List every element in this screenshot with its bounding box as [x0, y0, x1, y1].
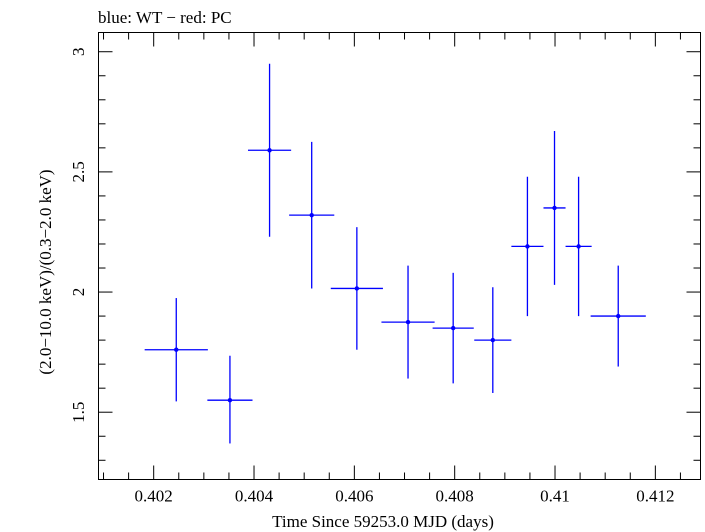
y-axis-ticks: 1.5 2 2.5 3 — [69, 47, 701, 461]
data-point — [267, 148, 272, 153]
x-axis-label: Time Since 59253.0 MJD (days) — [272, 512, 494, 531]
data-point — [576, 244, 581, 249]
data-point — [490, 337, 496, 343]
data-point — [405, 319, 411, 325]
data-point — [525, 244, 530, 249]
y-tick-label: 2 — [69, 288, 88, 297]
x-tick-label: 0.404 — [235, 487, 274, 506]
x-tick-label: 0.406 — [335, 487, 373, 506]
chart-title: blue: WT − red: PC — [98, 8, 232, 27]
x-axis-ticks: 0.402 0.404 0.406 0.408 0.41 0.412 — [103, 32, 681, 506]
data-series — [144, 63, 646, 444]
x-tick-label: 0.408 — [436, 487, 474, 506]
data-point — [227, 397, 233, 403]
y-axis-label: (2.0−10.0 keV)/(0.3−2.0 keV) — [36, 169, 55, 374]
y-tick-label: 1.5 — [69, 402, 88, 423]
y-tick-label: 3 — [69, 47, 88, 56]
data-point — [616, 313, 621, 319]
x-tick-label: 0.402 — [135, 487, 173, 506]
data-point — [552, 205, 557, 211]
data-point — [450, 325, 456, 331]
plot-frame — [98, 32, 701, 480]
x-tick-label: 0.412 — [636, 487, 674, 506]
y-tick-label: 2.5 — [69, 161, 88, 182]
x-tick-label: 0.41 — [540, 487, 570, 506]
data-point — [174, 347, 179, 352]
series — [144, 63, 646, 444]
data-point — [354, 286, 360, 291]
data-point — [309, 212, 314, 218]
